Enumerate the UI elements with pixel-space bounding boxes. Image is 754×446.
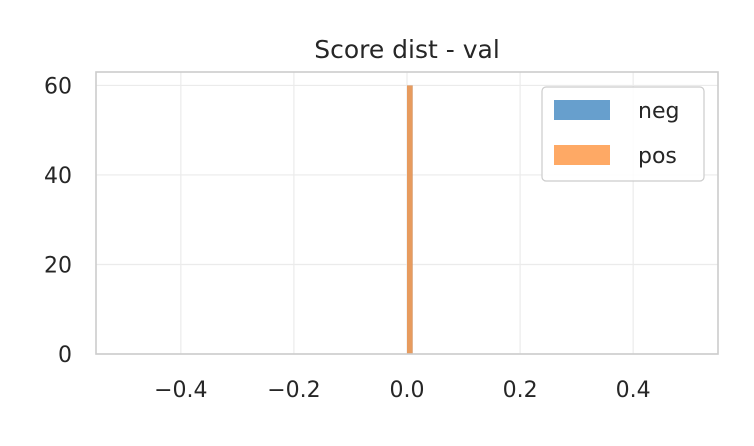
legend-swatch-neg — [554, 100, 610, 120]
legend-swatch-pos — [554, 145, 610, 165]
x-tick-label: 0.2 — [503, 378, 538, 403]
plot-frame — [95, 71, 719, 355]
y-tick-label: 20 — [44, 253, 72, 278]
chart-title: Score dist - val — [314, 35, 500, 64]
y-tick-label: 40 — [44, 164, 72, 189]
x-tick-label: 0.4 — [616, 378, 651, 403]
legend-label-neg: neg — [638, 99, 679, 124]
y-axis-ticks: 0 20 40 60 — [44, 74, 72, 368]
x-tick-label: 0.0 — [390, 378, 425, 403]
y-tick-label: 0 — [58, 343, 72, 368]
x-axis-ticks: −0.4 −0.2 0.0 0.2 0.4 — [154, 378, 651, 403]
x-tick-label: −0.2 — [267, 378, 320, 403]
x-tick-label: −0.4 — [154, 378, 207, 403]
histogram-bar-pos — [407, 85, 413, 354]
legend-label-pos: pos — [638, 144, 677, 169]
legend: neg pos — [541, 86, 705, 182]
y-tick-label: 60 — [44, 74, 72, 99]
histogram-bars — [407, 85, 413, 354]
